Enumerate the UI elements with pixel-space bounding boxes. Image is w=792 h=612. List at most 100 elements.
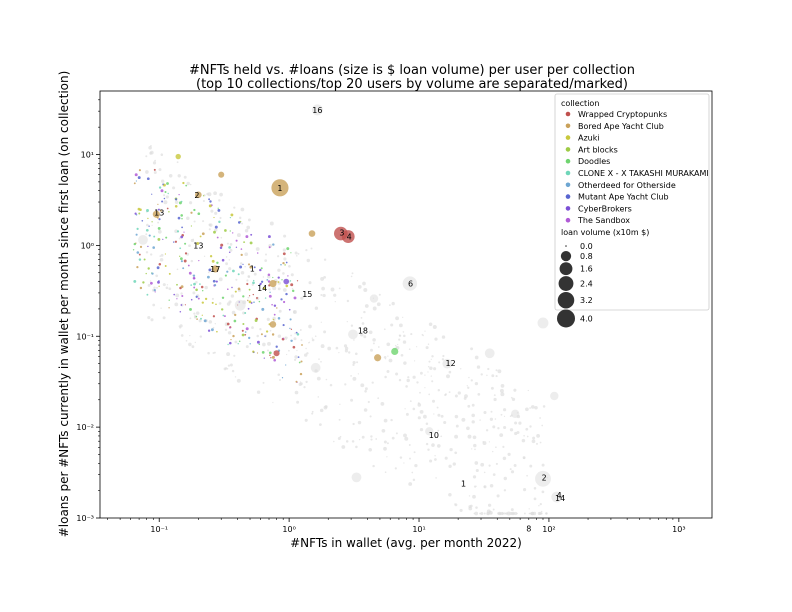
collection-point [214,225,218,229]
collection-point [253,279,255,282]
collection-point [145,272,147,275]
background-point [360,383,365,388]
background-point [311,412,314,415]
background-point [190,238,195,243]
collection-point [240,248,243,250]
background-point [311,337,313,339]
background-point [277,334,282,338]
collection-point [272,243,275,246]
background-point [448,391,451,393]
collection-point [229,341,232,345]
background-point [492,450,494,453]
background-point [425,422,429,425]
x-tick-label: 10³ [672,525,685,534]
rank-label: 18 [358,327,368,336]
collection-point [160,209,162,212]
background-point [296,400,300,404]
data-point [369,294,379,303]
collection-point [234,290,237,293]
collection-point [217,207,219,209]
collection-point [289,327,291,330]
background-point [149,280,152,282]
size-legend-label: 4.0 [580,314,593,323]
background-point [278,378,282,382]
background-point [534,406,538,410]
background-point [495,369,498,372]
background-point [282,248,286,252]
background-point [353,339,355,341]
background-point [431,399,436,403]
background-point [233,206,236,209]
background-point [424,374,426,376]
collection-point [273,313,276,316]
background-point [372,342,375,345]
background-point [539,441,542,444]
rank-label: 13 [193,241,203,250]
collection-point [230,213,234,217]
collection-point [198,260,200,262]
background-point [364,390,367,393]
collection-point [182,267,185,270]
background-point [277,373,280,377]
background-point [305,347,307,350]
background-point [352,376,357,381]
background-point [318,358,320,360]
background-point [495,375,498,378]
collection-point [282,261,285,265]
collection-point [271,355,275,359]
background-point [407,376,410,379]
background-point [427,365,430,368]
background-point [218,199,221,202]
background-point [329,383,333,387]
collection-point [157,203,159,206]
background-point [256,390,261,394]
background-point [330,287,335,292]
collection-point [238,340,241,343]
data-point [195,191,202,199]
background-point [350,275,353,278]
background-point [493,397,497,402]
plot-area-frame [99,90,713,519]
rank-label: 2 [194,191,199,200]
background-point [434,337,438,341]
collection-point [151,193,153,195]
background-point [509,468,512,471]
collection-point [201,301,204,304]
background-point [256,334,259,338]
background-point [471,448,473,450]
data-point [218,171,225,178]
collection-point [136,227,139,231]
background-point [229,243,233,246]
size-legend-label: 1.6 [580,265,593,274]
background-point [244,229,249,233]
background-point [412,407,416,411]
background-point [363,335,367,339]
background-point [540,510,543,513]
background-point [371,381,374,384]
background-point [208,320,213,324]
background-point [278,309,282,313]
collection-point [247,263,251,266]
background-point [272,401,274,404]
background-point [338,351,340,354]
background-point [314,335,317,337]
background-point [255,247,260,251]
background-point [191,345,195,349]
background-point [207,192,212,197]
collection-point [178,201,182,205]
background-point [320,294,323,296]
background-point [323,276,326,279]
background-point [419,427,424,432]
background-point [497,369,502,374]
collection-point [161,200,164,203]
background-point [234,376,237,378]
background-point [500,384,505,388]
collection-point [259,282,262,285]
background-point [391,436,395,440]
background-point [518,421,522,425]
background-point [283,234,287,238]
background-point [486,512,490,515]
background-point [514,431,518,436]
rank-label: 10 [429,431,439,440]
background-point [228,259,231,261]
